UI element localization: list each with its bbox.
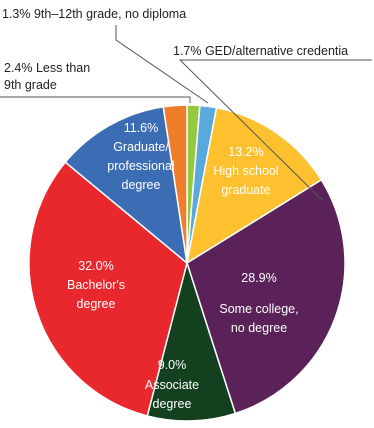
value-label-bachelors: 32.0% [78, 259, 113, 273]
category-label-graduate-1: Graduate/ [113, 140, 169, 154]
leader-line-less-than-9th [0, 96, 191, 103]
value-label-some-college: 28.9% [241, 271, 276, 285]
inside-label-some-college: 28.9% Some college, no degree [219, 271, 298, 335]
pie-slice-graduate-professional-degree [64, 105, 189, 265]
category-label-high-school-2: graduate [221, 183, 270, 197]
category-label-high-school-1: High school [213, 164, 278, 178]
category-label-bachelors-1: Bachelor's [67, 278, 125, 292]
leader-line-ged [178, 59, 372, 201]
category-label-associate-2: degree [153, 397, 192, 411]
category-label-bachelors-2: degree [77, 297, 116, 311]
value-label-graduate: 11.6% [124, 121, 159, 135]
pie-slice-bachelor-s-degree [28, 161, 188, 417]
pie-slice-some-college-no-degree [186, 178, 346, 415]
inside-label-graduate: 11.6% Graduate/ professional degree [107, 121, 174, 192]
label-less-than-9th-line2: 9th grade [4, 78, 57, 92]
category-label-some-college-1: Some college, [219, 302, 298, 316]
leader-lines [0, 25, 372, 201]
category-label-graduate-3: degree [122, 178, 161, 192]
label-ged: 1.7% GED/alternative credentia [173, 44, 348, 58]
pie-slice-associate-degree [146, 260, 237, 422]
category-label-some-college-2: no degree [231, 321, 287, 335]
label-less-than-9th-line1: 2.4% Less than [4, 61, 90, 75]
inside-label-associate: 9.0% Associate degree [145, 358, 199, 411]
value-label-high-school: 13.2% [228, 145, 263, 159]
label-ninth-twelfth: 1.3% 9th–12th grade, no diploma [2, 7, 186, 21]
category-label-associate-1: Associate [145, 378, 199, 392]
pie-slice-high-school-graduate [185, 106, 323, 265]
inside-label-bachelors: 32.0% Bachelor's degree [67, 259, 125, 311]
value-label-associate: 9.0% [158, 358, 187, 372]
pie-slice-less-than-9th-grade [162, 104, 188, 264]
leader-line-ninth-twelfth [115, 25, 209, 104]
category-label-graduate-2: professional [107, 159, 174, 173]
pie-slices [28, 104, 346, 422]
inside-label-high-school: 13.2% High school graduate [213, 145, 278, 197]
